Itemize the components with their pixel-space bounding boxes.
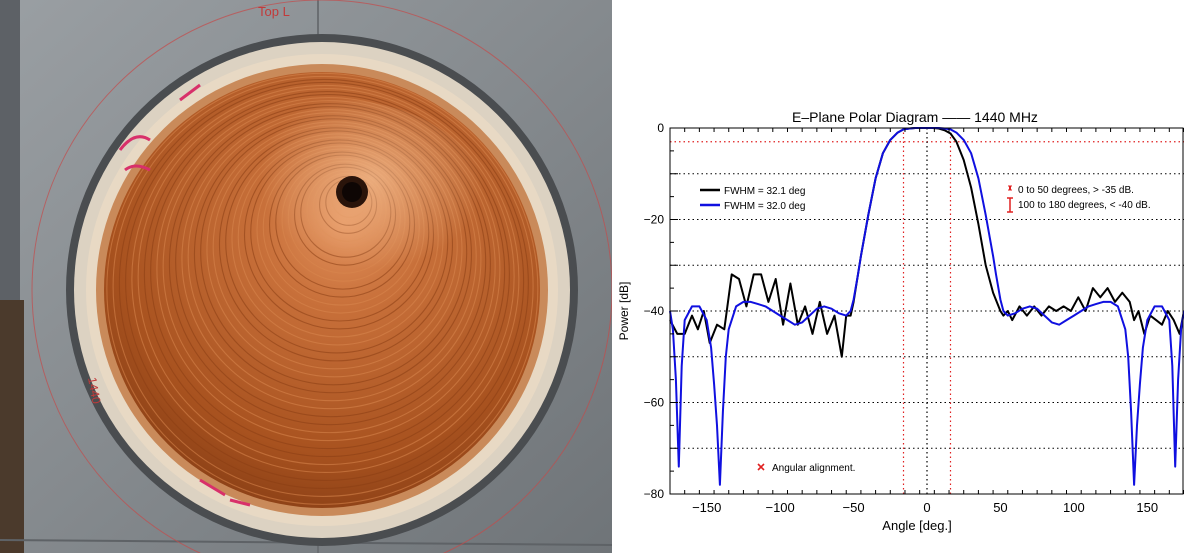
tall-bar-marker — [1007, 197, 1013, 213]
x-marker — [757, 463, 765, 471]
legend-entry-black: FWHM = 32.1 deg — [724, 186, 805, 197]
y-axis-label: Power [dB] — [617, 282, 631, 341]
legend-entry-blue: FWHM = 32.0 deg — [724, 201, 805, 212]
chart-svg: −150 −100 −50 0 50 100 150 −80 −60 −40 −20 0 E–Plan… — [617, 109, 1184, 533]
groove-ring — [137, 87, 515, 466]
series-lines — [669, 127, 1184, 486]
y-tick-label: −60 — [644, 396, 665, 410]
x-tick-label: −100 — [765, 500, 794, 515]
groove-ring — [143, 90, 510, 458]
groove-ring — [106, 72, 539, 505]
polar-diagram-chart: −150 −100 −50 0 50 100 150 −80 −60 −40 −20 0 E–Plan… — [612, 0, 1184, 553]
y-tick-label: −20 — [644, 213, 665, 227]
x-tick-label: 100 — [1063, 500, 1085, 515]
annotation-alignment: Angular alignment. — [772, 463, 855, 474]
groove-ring — [156, 97, 501, 442]
reference-lines — [670, 128, 1184, 494]
groove-ring — [131, 84, 520, 474]
annotations: 0 to 50 degrees, > -35 dB. 100 to 180 de… — [757, 185, 1151, 474]
axis-ticks: −150 −100 −50 0 50 100 150 −80 −60 −40 −20 0 — [644, 121, 1184, 515]
annotation-100-180: 100 to 180 degrees, < -40 dB. — [1018, 200, 1151, 211]
horn-photo: Top L 1440 — [0, 0, 612, 553]
legend: FWHM = 32.1 deg FWHM = 32.0 deg — [700, 186, 805, 212]
y-tick-label: −40 — [644, 304, 665, 318]
x-axis-label: Angle [deg.] — [882, 518, 951, 533]
y-tick-label: −80 — [644, 487, 665, 501]
groove-ring — [112, 75, 534, 497]
annotation-0-50: 0 to 50 degrees, > -35 dB. — [1018, 185, 1134, 196]
side-label: 1440 — [85, 376, 103, 405]
y-tick-label: 0 — [657, 121, 664, 135]
groove-ring — [150, 94, 506, 450]
groove-ring — [125, 81, 525, 482]
chart-title: E–Plane Polar Diagram —— 1440 MHz — [792, 109, 1038, 125]
x-tick-label: 150 — [1136, 500, 1158, 515]
plate-label: Top L — [258, 4, 290, 19]
corrugated-horn-photo: Top L 1440 — [0, 0, 612, 553]
small-bar-marker — [1008, 185, 1012, 191]
groove-ring — [118, 78, 529, 489]
x-tick-label: 50 — [993, 500, 1007, 515]
x-tick-label: −50 — [843, 500, 865, 515]
x-marker-stroke — [757, 463, 765, 471]
x-tick-label: 0 — [923, 500, 930, 515]
x-tick-label: −150 — [692, 500, 721, 515]
